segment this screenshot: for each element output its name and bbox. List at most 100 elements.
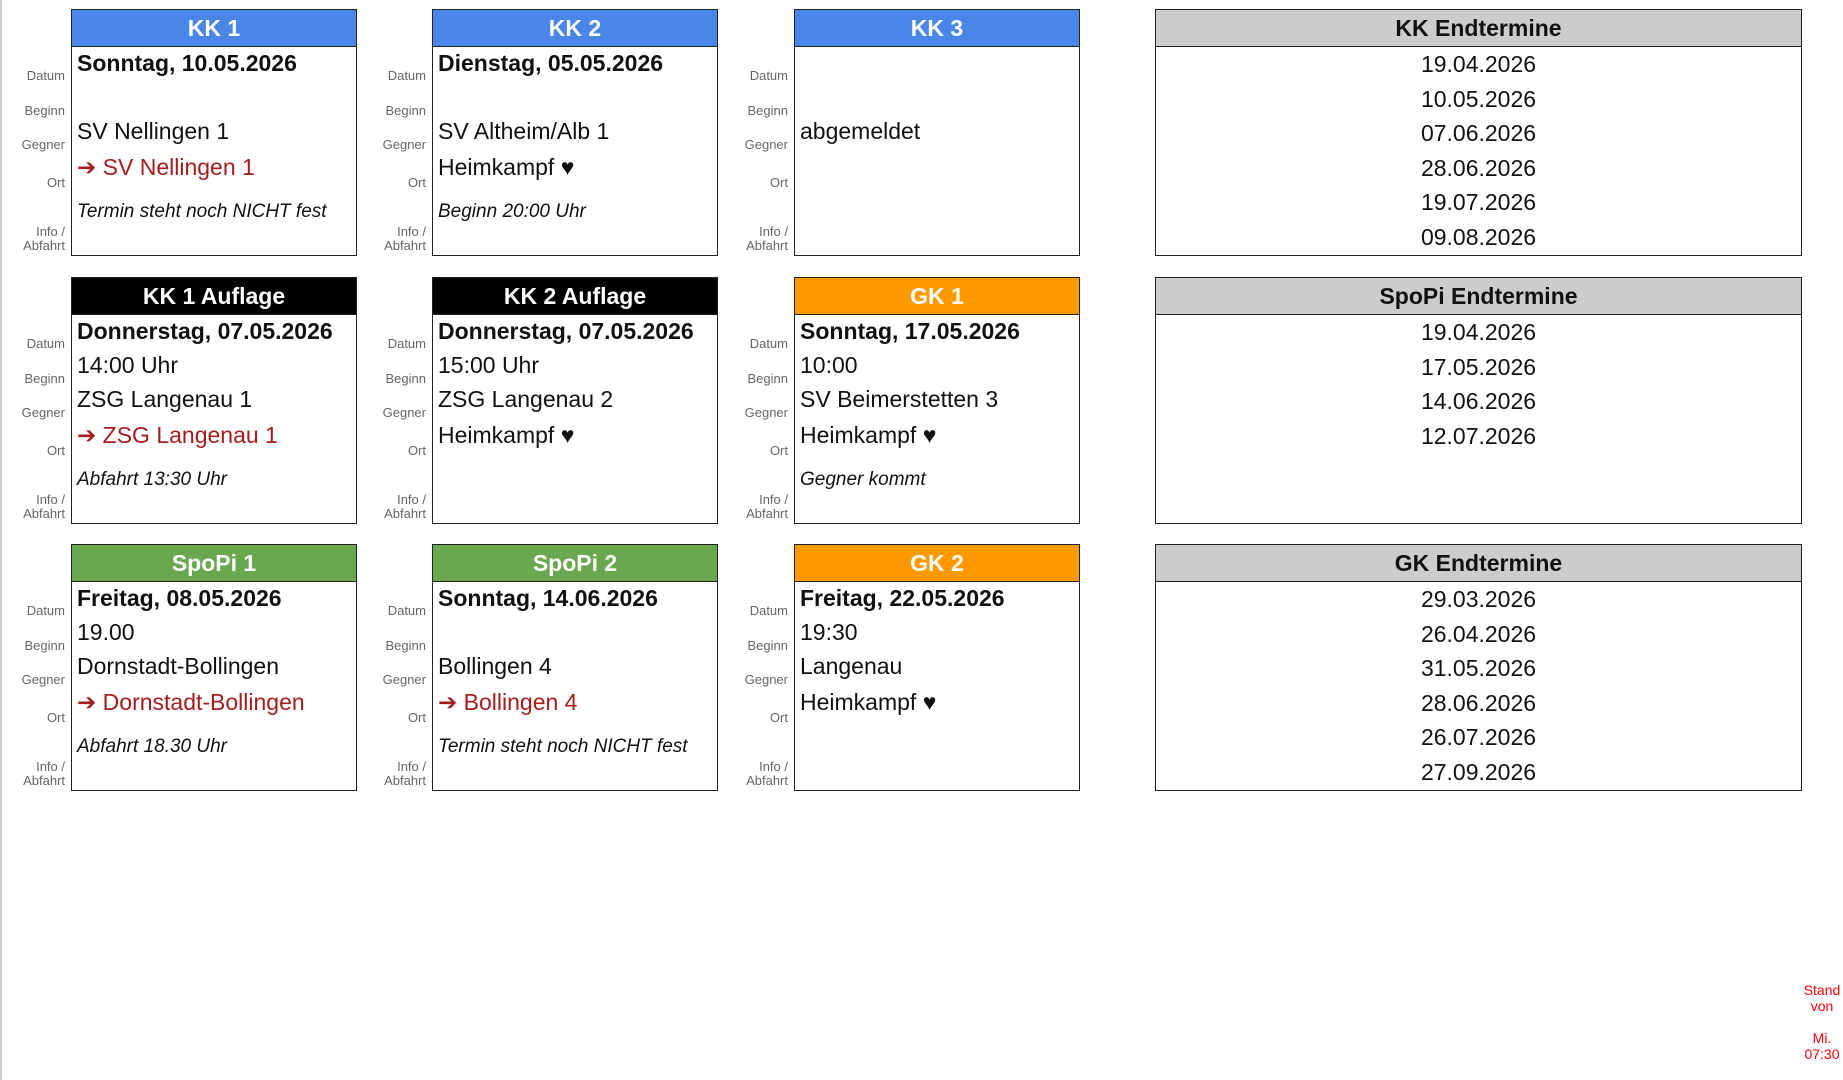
label-ort: Ort bbox=[769, 175, 788, 190]
label-gegner: Gegner bbox=[21, 405, 65, 420]
card-ort bbox=[795, 148, 1079, 187]
label-info1: Info / bbox=[36, 759, 65, 774]
match-card: KK 1 Auflage Donnerstag, 07.05.2026 14:00 … bbox=[71, 277, 357, 524]
card-gegner: SV Beimerstetten 3 bbox=[800, 386, 999, 412]
label-info2: Abfahrt bbox=[384, 238, 426, 253]
card-gegner: Bollingen 4 bbox=[438, 653, 552, 679]
label-info2: Abfahrt bbox=[746, 238, 788, 253]
label-beginn: Beginn bbox=[385, 371, 426, 386]
label-ort: Ort bbox=[407, 443, 426, 458]
label-info1: Info / bbox=[759, 492, 788, 507]
label-ort: Ort bbox=[407, 175, 426, 190]
card-gegner: Dornstadt-Bollingen bbox=[77, 653, 280, 679]
match-card: SpoPi 2 Sonntag, 14.06.2026 Bollingen 4 ➔ B… bbox=[432, 544, 718, 791]
card-ort: ➔ Bollingen 4 bbox=[438, 689, 578, 715]
label-info2: Abfahrt bbox=[746, 506, 788, 521]
end-date: 28.06.2026 bbox=[1420, 154, 1537, 181]
label-beginn: Beginn bbox=[385, 638, 426, 653]
card-ort: ➔ ZSG Langenau 1 bbox=[77, 422, 278, 448]
card-gegner: abgemeldet bbox=[800, 118, 921, 144]
end-date: 28.06.2026 bbox=[1420, 689, 1537, 716]
card-datum: Sonntag, 14.06.2026 bbox=[438, 585, 658, 611]
end-date: 26.07.2026 bbox=[1420, 724, 1537, 750]
end-date: 09.08.2026 bbox=[1420, 223, 1537, 250]
end-date: 10.05.2026 bbox=[1420, 85, 1537, 112]
label-gegner: Gegner bbox=[744, 137, 788, 152]
card-title: SpoPi 2 bbox=[433, 545, 717, 582]
card-title: SpoPi 1 bbox=[72, 545, 356, 582]
label-info1: Info / bbox=[759, 224, 788, 239]
label-ort: Ort bbox=[769, 710, 788, 725]
end-date: 07.06.2026 bbox=[1420, 120, 1537, 146]
label-datum: Datum bbox=[26, 68, 65, 83]
card-title: KK 1 Auflage bbox=[72, 278, 356, 315]
label-gegner: Gegner bbox=[382, 405, 426, 420]
label-beginn: Beginn bbox=[747, 371, 788, 386]
card-gegner: ZSG Langenau 2 bbox=[438, 386, 614, 412]
card-info: Termin steht noch NICHT fest bbox=[77, 201, 327, 222]
label-info2: Abfahrt bbox=[23, 506, 65, 521]
label-gegner: Gegner bbox=[382, 137, 426, 152]
label-info2: Abfahrt bbox=[384, 773, 426, 788]
label-datum: Datum bbox=[26, 336, 65, 351]
end-date: 19.04.2026 bbox=[1420, 51, 1537, 77]
match-card: GK 1 Sonntag, 17.05.2026 10:00 SV Beimerste… bbox=[794, 277, 1080, 524]
card-title: GK 2 bbox=[795, 545, 1079, 582]
label-info1: Info / bbox=[36, 492, 65, 507]
card-ort: ➔ SV Nellingen 1 bbox=[77, 154, 255, 180]
card-datum: Donnerstag, 07.05.2026 bbox=[77, 318, 333, 344]
label-info2: Abfahrt bbox=[384, 506, 426, 521]
label-info1: Info / bbox=[397, 224, 426, 239]
label-datum: Datum bbox=[387, 68, 426, 83]
card-gegner: SV Altheim/Alb 1 bbox=[438, 118, 610, 144]
label-beginn: Beginn bbox=[385, 103, 426, 118]
match-card: KK 2 Auflage Donnerstag, 07.05.2026 15:00 … bbox=[432, 277, 718, 524]
label-ort: Ort bbox=[769, 443, 788, 458]
card-ort: Heimkampf ♥ bbox=[438, 422, 575, 448]
card-datum: Donnerstag, 07.05.2026 bbox=[438, 318, 694, 344]
label-datum: Datum bbox=[749, 603, 788, 618]
card-beginn bbox=[795, 80, 1079, 114]
label-info1: Info / bbox=[397, 492, 426, 507]
end-date: 31.05.2026 bbox=[1420, 655, 1537, 681]
label-gegner: Gegner bbox=[21, 672, 65, 687]
label-gegner: Gegner bbox=[21, 137, 65, 152]
card-ort: Heimkampf ♥ bbox=[800, 422, 937, 448]
end-date: 14.06.2026 bbox=[1420, 388, 1537, 414]
card-title: GK 1 bbox=[795, 278, 1079, 315]
end-date: 17.05.2026 bbox=[1420, 353, 1537, 380]
label-gegner: Gegner bbox=[744, 405, 788, 420]
card-beginn: 10:00 bbox=[800, 352, 858, 378]
card-ort: ➔ Dornstadt-Bollingen bbox=[77, 689, 305, 715]
label-info2: Abfahrt bbox=[23, 773, 65, 788]
card-info bbox=[795, 187, 1079, 255]
label-gegner: Gegner bbox=[744, 672, 788, 687]
endtermine-box: KK Endtermine 19.04.2026 10.05.2026 07.06.2… bbox=[1155, 9, 1802, 256]
card-info bbox=[795, 722, 1079, 790]
label-ort: Ort bbox=[46, 175, 65, 190]
label-info1: Info / bbox=[397, 759, 426, 774]
end-date: 26.04.2026 bbox=[1420, 620, 1537, 647]
match-card: SpoPi 1 Freitag, 08.05.2026 19.00 Dornstadt… bbox=[71, 544, 357, 791]
card-datum bbox=[795, 46, 1079, 80]
card-datum: Sonntag, 10.05.2026 bbox=[77, 50, 297, 76]
stand-label: Stand von bbox=[1803, 982, 1841, 1014]
label-gegner: Gegner bbox=[382, 672, 426, 687]
card-datum: Sonntag, 17.05.2026 bbox=[800, 318, 1020, 344]
label-info2: Abfahrt bbox=[23, 238, 65, 253]
card-beginn: 14:00 Uhr bbox=[77, 352, 179, 378]
match-card: GK 2 Freitag, 22.05.2026 19:30 Langenau Heim… bbox=[794, 544, 1080, 791]
card-beginn: 15:00 Uhr bbox=[438, 352, 540, 378]
label-datum: Datum bbox=[26, 603, 65, 618]
end-date: 19.07.2026 bbox=[1420, 189, 1537, 215]
label-beginn: Beginn bbox=[24, 371, 65, 386]
card-info: Termin steht noch NICHT fest bbox=[438, 736, 688, 757]
match-card: KK 3 abgemeldet bbox=[794, 9, 1080, 256]
label-info1: Info / bbox=[36, 224, 65, 239]
card-info: Abfahrt 18.30 Uhr bbox=[77, 736, 227, 757]
stand-time: Mi. 07:30 bbox=[1804, 1030, 1840, 1062]
card-info: Gegner kommt bbox=[800, 469, 926, 490]
card-info: Beginn 20:00 Uhr bbox=[438, 201, 586, 222]
card-info bbox=[433, 455, 717, 523]
match-card: KK 2 Dienstag, 05.05.2026 SV Altheim/Alb 1… bbox=[432, 9, 718, 256]
